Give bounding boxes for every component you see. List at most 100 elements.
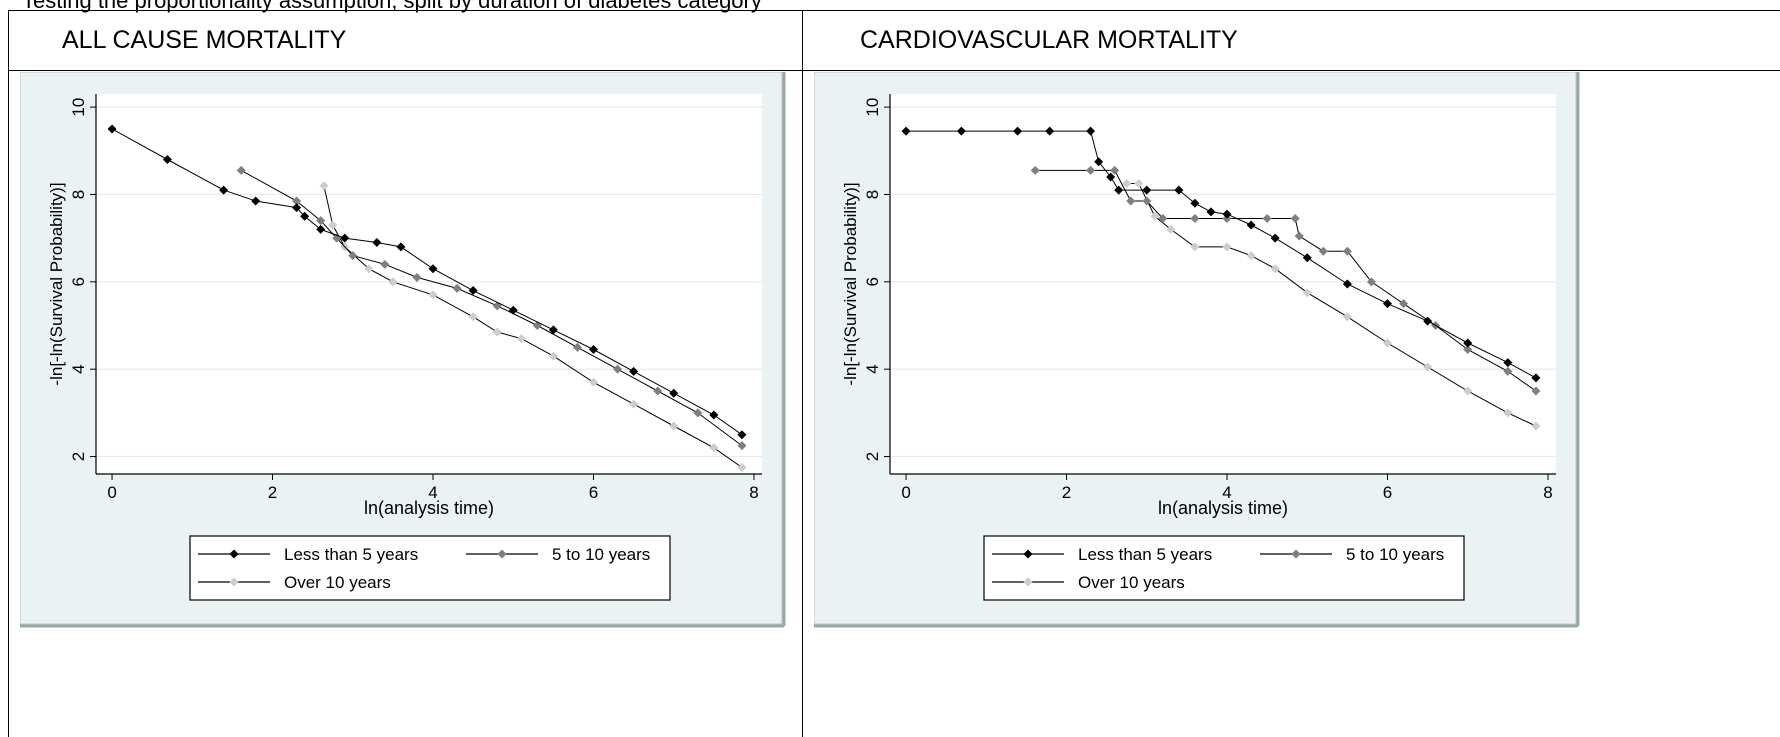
legend-marker-1: [497, 549, 507, 559]
series-2-point-7: [1270, 264, 1280, 274]
series-0-point-0: [901, 126, 911, 136]
y-axis-title: -ln[-ln(Survival Probability)]: [47, 182, 66, 385]
series-1-point-2: [316, 216, 326, 226]
panel-title-all-cause: ALL CAUSE MORTALITY: [62, 26, 347, 54]
series-2-point-8: [516, 334, 526, 344]
y-tick-label-3: 8: [69, 190, 88, 199]
x-tick-label-1: 2: [268, 483, 277, 502]
legend-label-1: 5 to 10 years: [552, 545, 650, 564]
series-0-point-6: [1106, 172, 1116, 182]
series-2-point-10: [588, 377, 598, 387]
series-2-point-2: [1150, 211, 1160, 221]
series-1-point-11: [613, 364, 623, 374]
panel-title-cardiovascular: CARDIOVASCULAR MORTALITY: [860, 26, 1238, 54]
series-0-point-4: [1086, 126, 1096, 136]
series-2-point-14: [737, 462, 747, 472]
series-0-point-11: [468, 286, 478, 296]
series-0-point-16: [1342, 279, 1352, 289]
series-2-point-6: [1246, 251, 1256, 261]
legend-marker-2: [229, 577, 239, 587]
series-2-point-3: [1166, 224, 1176, 234]
series-2-point-11: [1423, 362, 1433, 372]
y-tick-label-1: 4: [69, 364, 88, 373]
y-tick-label-4: 10: [863, 98, 882, 117]
series-0-point-17: [1382, 299, 1392, 309]
legend-label-1: 5 to 10 years: [1346, 545, 1444, 564]
series-0-point-5: [300, 211, 310, 221]
legend-box: [983, 535, 1465, 601]
series-1-point-5: [380, 259, 390, 269]
series-2-point-5: [1222, 242, 1232, 252]
series-2-point-13: [1503, 408, 1513, 418]
series-0-point-17: [709, 410, 719, 420]
series-1-point-14: [1399, 299, 1409, 309]
y-tick-label-0: 2: [69, 452, 88, 461]
series-1-point-8: [1262, 213, 1272, 223]
x-tick-label-2: 4: [1222, 483, 1231, 502]
y-axis-title: -ln[-ln(Survival Probability)]: [841, 182, 860, 385]
series-0-point-11: [1206, 207, 1216, 217]
chart-svg-0: 0 2 4 6 8 2 4 6 8 10 ln(analysis time) -ln[-ln(Surv…: [19, 71, 786, 628]
y-tick-label-0: 2: [863, 452, 882, 461]
series-1-point-5: [1158, 213, 1168, 223]
series-0-point-3: [251, 196, 261, 206]
legend-marker-0: [229, 549, 239, 559]
series-0-point-6: [316, 224, 326, 234]
series-0-point-1: [162, 155, 172, 165]
series-2-point-14: [1531, 421, 1541, 431]
series-2-point-1: [328, 220, 338, 230]
series-line-0: [906, 130, 1537, 379]
series-2-point-8: [1302, 288, 1312, 298]
legend-marker-1: [1291, 549, 1301, 559]
x-tick-label-3: 6: [589, 483, 598, 502]
series-0-point-1: [956, 126, 966, 136]
x-axis-title: ln(analysis time): [364, 498, 494, 518]
series-0-point-20: [1503, 358, 1513, 368]
series-1-point-0: [236, 165, 246, 175]
series-0-point-2: [1013, 126, 1023, 136]
series-0-point-3: [1045, 126, 1055, 136]
series-0-point-12: [508, 305, 518, 315]
legend-label-0: Less than 5 years: [284, 545, 418, 564]
series-1-point-0: [1030, 165, 1040, 175]
series-0-point-14: [588, 345, 598, 355]
x-axis-title: ln(analysis time): [1158, 498, 1288, 518]
legend-label-2: Over 10 years: [284, 573, 391, 592]
series-0-point-7: [1114, 185, 1124, 195]
legend-label-2: Over 10 years: [1078, 573, 1185, 592]
series-2-point-3: [364, 264, 374, 274]
series-2-point-6: [468, 312, 478, 322]
y-tick-label-2: 6: [863, 277, 882, 286]
header-divider: [8, 70, 1780, 71]
legend-box: [189, 535, 671, 601]
series-0-point-7: [340, 233, 350, 243]
series-0-point-8: [372, 238, 382, 248]
series-0-point-4: [292, 203, 302, 213]
series-1-point-6: [412, 272, 422, 282]
series-0-point-12: [1222, 209, 1232, 219]
series-1-point-7: [452, 283, 462, 293]
series-0-point-10: [1190, 198, 1200, 208]
series-1-point-1: [1086, 165, 1096, 175]
series-2-point-13: [709, 443, 719, 453]
y-tick-label-4: 10: [69, 98, 88, 117]
series-0-point-21: [1531, 373, 1541, 383]
series-0-point-8: [1142, 185, 1152, 195]
series-0-point-15: [1302, 253, 1312, 263]
series-0-point-13: [548, 325, 558, 335]
y-tick-label-3: 8: [863, 190, 882, 199]
x-tick-label-3: 6: [1383, 483, 1392, 502]
series-2-point-1: [1134, 179, 1144, 189]
legend-marker-0: [1023, 549, 1033, 559]
chart-svg-1: 0 2 4 6 8 2 4 6 8 10 ln(analysis time) -ln[-ln(Surv…: [813, 71, 1580, 628]
series-0-point-13: [1246, 220, 1256, 230]
legend-marker-2: [1023, 577, 1033, 587]
x-tick-label-0: 0: [107, 483, 116, 502]
series-2-point-4: [388, 277, 398, 287]
series-1-point-1: [292, 196, 302, 206]
series-1-point-16: [1463, 345, 1473, 355]
series-0-point-2: [219, 185, 229, 195]
series-1-point-12: [1342, 246, 1352, 256]
series-0-point-16: [669, 388, 679, 398]
series-1-point-4: [348, 251, 358, 261]
